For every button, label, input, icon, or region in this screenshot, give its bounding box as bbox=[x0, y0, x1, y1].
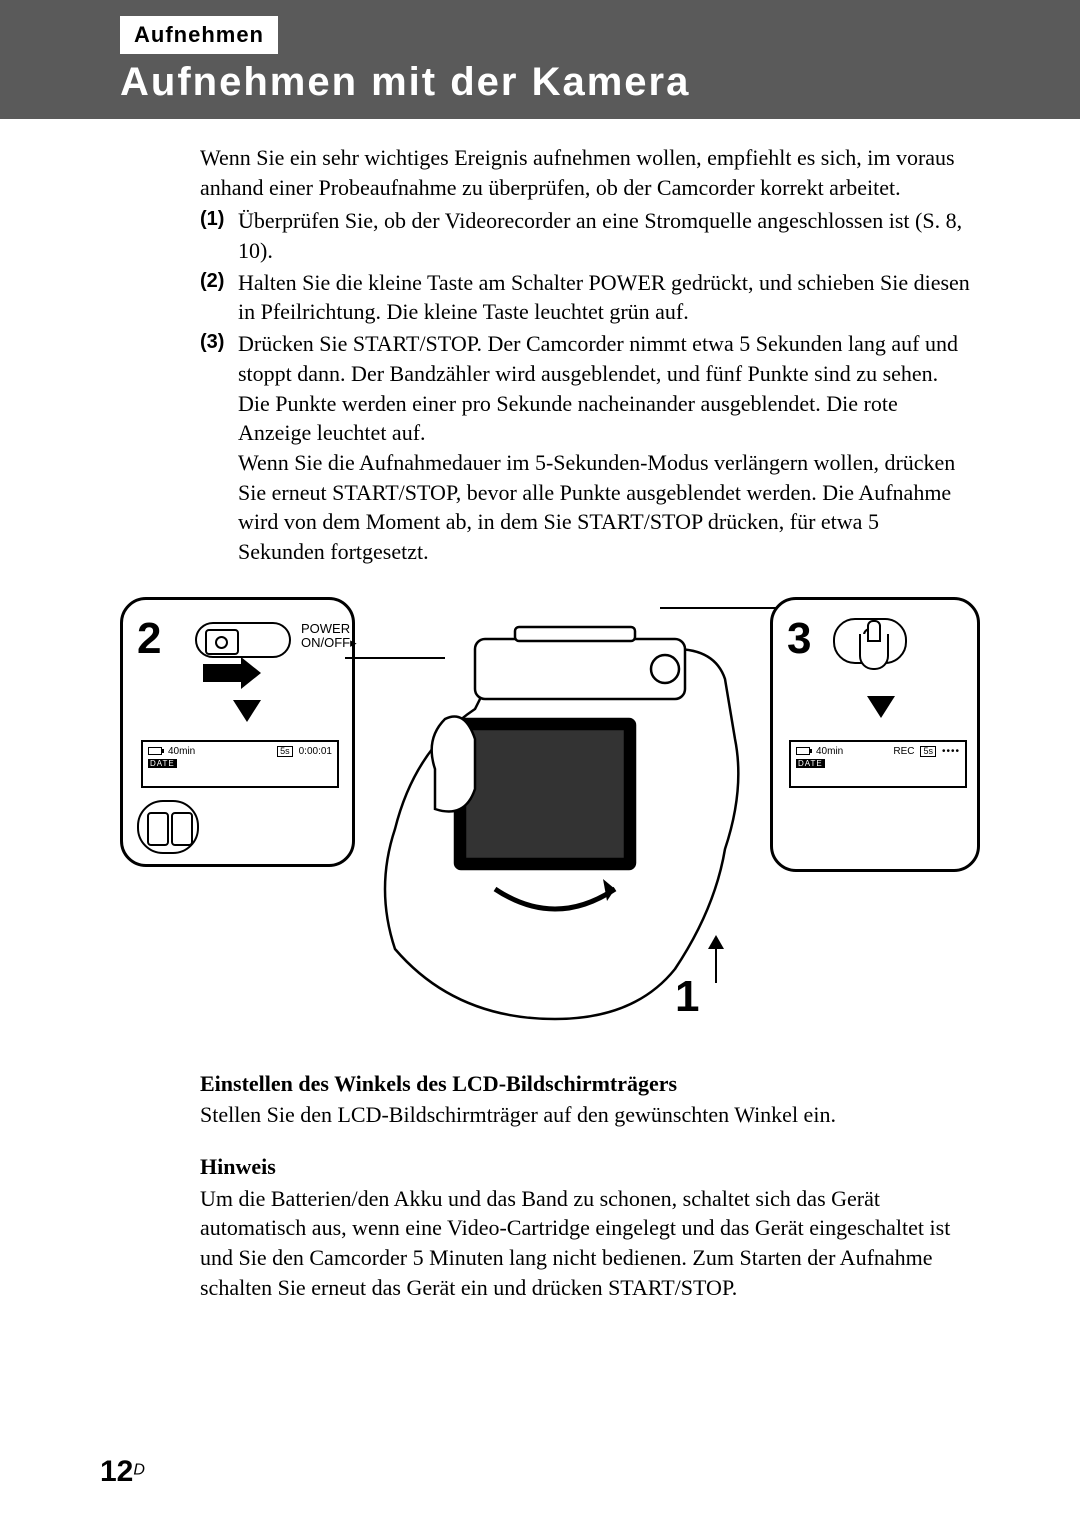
page-number-value: 12 bbox=[100, 1455, 133, 1488]
header-band: Aufnehmen Aufnehmen mit der Kamera bbox=[0, 0, 1080, 119]
section-tab: Aufnehmen bbox=[120, 16, 281, 54]
manual-page: Aufnehmen Aufnehmen mit der Kamera Wenn … bbox=[0, 0, 1080, 1529]
figure-panel-3: 3 40min REC 5s •••• DATE bbox=[770, 597, 980, 872]
lcd-rec: REC bbox=[893, 746, 914, 757]
power-label-line2: ON/OFF bbox=[301, 635, 350, 650]
lcd-screen: 40min 5s 0:00:01 DATE bbox=[141, 740, 339, 788]
step-item: Halten Sie die kleine Taste am Schalter … bbox=[200, 268, 970, 327]
page-title: Aufnehmen mit der Kamera bbox=[0, 54, 1080, 119]
power-switch-icon bbox=[195, 622, 291, 658]
figure-number: 1 bbox=[675, 972, 699, 1022]
lcd-dots: •••• bbox=[942, 746, 960, 757]
lcd-screen: 40min REC 5s •••• DATE bbox=[789, 740, 967, 788]
body-text: Um die Batterien/den Akku und das Band z… bbox=[200, 1184, 970, 1303]
body-content: Wenn Sie ein sehr wichtiges Ereignis auf… bbox=[0, 119, 1080, 567]
subheading: Einstellen des Winkels des LCD-Bildschir… bbox=[200, 1069, 970, 1099]
arrow-up-icon bbox=[715, 937, 717, 983]
side-switch-icon bbox=[137, 800, 199, 854]
record-button-icon bbox=[833, 618, 907, 664]
lcd-mode: 5s bbox=[920, 746, 936, 757]
figure-number: 3 bbox=[787, 614, 811, 664]
figure-number: 2 bbox=[137, 614, 161, 664]
lcd-counter: 0:00:01 bbox=[299, 746, 332, 757]
figure-panel-2: 2 POWER ON/OFF▸ 40min 5s 0:00:01 DATE bbox=[120, 597, 355, 867]
step-item: Überprüfen Sie, ob der Videorecorder an … bbox=[200, 206, 970, 265]
step-text: Halten Sie die kleine Taste am Schalter … bbox=[238, 270, 970, 325]
battery-icon bbox=[148, 747, 162, 755]
body-text: Stellen Sie den LCD-Bildschirmträger auf… bbox=[200, 1100, 970, 1130]
step-text: Drücken Sie START/STOP. Der Camcorder ni… bbox=[238, 331, 958, 564]
lcd-date-label: DATE bbox=[796, 759, 825, 768]
arrow-down-icon bbox=[233, 700, 261, 722]
page-number-suffix: D bbox=[133, 1462, 145, 1479]
power-label-line1: POWER bbox=[301, 621, 350, 636]
camcorder-svg-icon bbox=[355, 589, 775, 1029]
lcd-date-label: DATE bbox=[148, 759, 177, 768]
power-label: POWER ON/OFF▸ bbox=[301, 622, 357, 651]
intro-paragraph: Wenn Sie ein sehr wichtiges Ereignis auf… bbox=[200, 143, 970, 202]
lcd-time: 40min bbox=[168, 746, 195, 757]
step-list: Überprüfen Sie, ob der Videorecorder an … bbox=[200, 206, 970, 566]
step-text: Überprüfen Sie, ob der Videorecorder an … bbox=[238, 208, 962, 263]
page-number: 12D bbox=[100, 1455, 145, 1489]
lower-content: Einstellen des Winkels des LCD-Bildschir… bbox=[0, 1037, 1080, 1303]
camcorder-illustration bbox=[355, 589, 775, 1029]
step-item: Drücken Sie START/STOP. Der Camcorder ni… bbox=[200, 329, 970, 567]
lcd-time: 40min bbox=[816, 746, 843, 757]
subheading: Hinweis bbox=[200, 1152, 970, 1182]
connector-line-icon bbox=[660, 607, 780, 609]
lcd-mode: 5s bbox=[277, 746, 293, 757]
figure-area: 2 POWER ON/OFF▸ 40min 5s 0:00:01 DATE bbox=[120, 597, 980, 1037]
battery-icon bbox=[796, 747, 810, 755]
arrow-down-icon bbox=[867, 696, 895, 718]
